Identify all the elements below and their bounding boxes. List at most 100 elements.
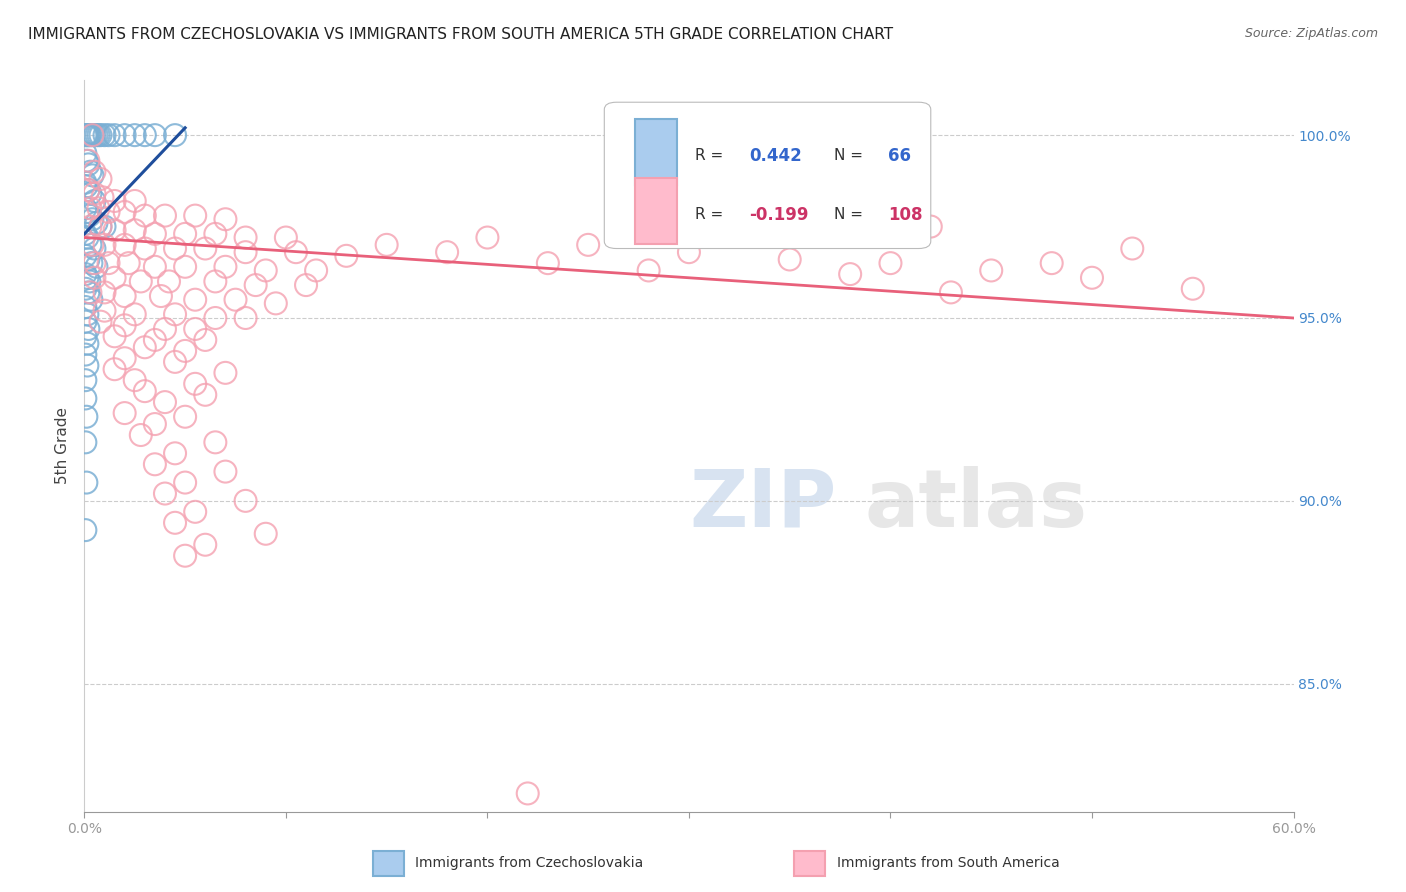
- Point: [75, 409, 97, 424]
- Point: [75, 128, 97, 143]
- Point: [295, 278, 318, 293]
- Point: [143, 458, 166, 472]
- Point: [214, 212, 236, 227]
- Text: 66: 66: [889, 146, 911, 165]
- Point: [165, 307, 187, 321]
- Point: [77, 153, 100, 168]
- Point: [254, 526, 277, 541]
- Point: [75, 202, 97, 216]
- Point: [75, 523, 97, 537]
- Point: [114, 205, 136, 219]
- Point: [75, 179, 97, 194]
- Point: [87, 128, 110, 143]
- Point: [184, 505, 207, 519]
- Point: [80, 256, 103, 270]
- Point: [97, 256, 120, 270]
- Point: [174, 260, 197, 274]
- Text: Immigrants from Czechoslovakia: Immigrants from Czechoslovakia: [415, 855, 643, 870]
- Point: [174, 343, 197, 358]
- Point: [245, 278, 267, 293]
- Point: [134, 340, 156, 354]
- Point: [77, 157, 100, 171]
- Point: [80, 293, 103, 307]
- Point: [93, 303, 115, 318]
- Point: [82, 238, 104, 252]
- Point: [79, 209, 101, 223]
- Point: [436, 245, 458, 260]
- Point: [174, 409, 197, 424]
- Point: [165, 355, 187, 369]
- Point: [76, 128, 98, 143]
- Point: [235, 311, 257, 326]
- Point: [89, 219, 111, 234]
- Point: [134, 384, 156, 399]
- Point: [134, 128, 156, 143]
- Point: [79, 275, 101, 289]
- Text: ZIP: ZIP: [689, 466, 837, 543]
- Text: Source: ZipAtlas.com: Source: ZipAtlas.com: [1244, 27, 1378, 40]
- Point: [114, 128, 136, 143]
- Point: [91, 190, 114, 204]
- Point: [76, 230, 98, 244]
- Point: [184, 209, 207, 223]
- Point: [274, 230, 297, 244]
- Point: [75, 227, 97, 241]
- Point: [1121, 242, 1143, 256]
- Point: [184, 376, 207, 391]
- Point: [89, 315, 111, 329]
- Point: [153, 486, 176, 500]
- Point: [89, 219, 111, 234]
- Point: [214, 366, 236, 380]
- Point: [79, 128, 101, 143]
- Point: [83, 256, 105, 270]
- Text: IMMIGRANTS FROM CZECHOSLOVAKIA VS IMMIGRANTS FROM SOUTH AMERICA 5TH GRADE CORREL: IMMIGRANTS FROM CZECHOSLOVAKIA VS IMMIGR…: [28, 27, 893, 42]
- Point: [143, 260, 166, 274]
- Point: [375, 238, 398, 252]
- Point: [75, 128, 97, 143]
- Point: [165, 516, 187, 530]
- Text: -0.199: -0.199: [749, 206, 808, 224]
- Point: [165, 446, 187, 460]
- Point: [264, 296, 287, 310]
- Point: [576, 238, 599, 252]
- Point: [477, 230, 499, 244]
- Point: [129, 428, 152, 442]
- Point: [204, 311, 226, 326]
- Point: [75, 373, 97, 387]
- Point: [89, 128, 111, 143]
- Point: [124, 307, 146, 321]
- Point: [75, 329, 97, 343]
- Point: [194, 538, 217, 552]
- Point: [75, 300, 97, 314]
- Point: [194, 242, 217, 256]
- Point: [76, 270, 98, 285]
- Point: [76, 359, 98, 373]
- FancyBboxPatch shape: [634, 178, 676, 244]
- Point: [79, 165, 101, 179]
- Point: [184, 293, 207, 307]
- Point: [75, 475, 97, 490]
- Point: [129, 275, 152, 289]
- Point: [285, 245, 308, 260]
- Point: [79, 285, 101, 300]
- Point: [93, 219, 115, 234]
- Point: [134, 242, 156, 256]
- Point: [82, 169, 104, 183]
- Point: [86, 260, 108, 274]
- Point: [77, 285, 100, 300]
- Point: [77, 128, 100, 143]
- Point: [114, 289, 136, 303]
- Point: [1040, 256, 1063, 270]
- Point: [174, 475, 197, 490]
- Point: [194, 388, 217, 402]
- Point: [97, 128, 120, 143]
- Point: [143, 417, 166, 431]
- Point: [143, 128, 166, 143]
- Point: [104, 128, 127, 143]
- Point: [143, 333, 166, 347]
- Point: [83, 165, 105, 179]
- Text: N =: N =: [834, 148, 868, 163]
- Point: [75, 392, 97, 406]
- Point: [235, 494, 257, 508]
- Point: [76, 336, 98, 351]
